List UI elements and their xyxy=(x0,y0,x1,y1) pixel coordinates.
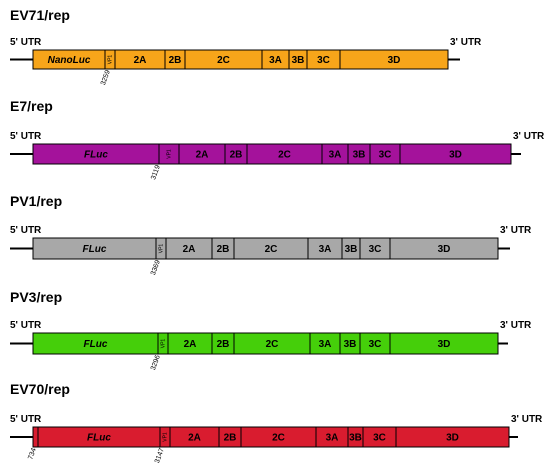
segment-blank xyxy=(32,426,39,448)
segment-label: 3C xyxy=(379,150,392,161)
segment-label-vp1: VP1 xyxy=(162,432,168,442)
segment-label-vp1: VP1 xyxy=(166,149,172,159)
segment-label: 3B xyxy=(292,55,305,66)
segment-label: 2B xyxy=(217,339,230,350)
three-prime-utr-label: 3' UTR xyxy=(450,37,482,48)
five-prime-utr-label: 5' UTR xyxy=(10,131,42,142)
segment-label: 3A xyxy=(329,150,342,161)
segment-label: 3C xyxy=(369,244,382,255)
segment-label: 3D xyxy=(446,433,459,444)
three-prime-utr-label: 3' UTR xyxy=(500,320,532,331)
position-label: 3296 xyxy=(150,354,162,371)
five-prime-utr-label: 5' UTR xyxy=(10,414,42,425)
segment-3d xyxy=(399,143,512,165)
three-prime-utr-label: 3' UTR xyxy=(511,414,543,425)
construct-title: PV1/rep xyxy=(10,193,62,209)
segment-label: 2B xyxy=(224,433,237,444)
segment-label: 3C xyxy=(369,339,382,350)
construct-title: PV3/rep xyxy=(10,289,62,305)
segment-label: 2C xyxy=(272,433,285,444)
segment-label: 2A xyxy=(188,433,201,444)
segment-label: 3C xyxy=(317,55,330,66)
reporter-label: FLuc xyxy=(84,339,108,350)
segment-label: 2B xyxy=(217,244,230,255)
reporter-label: NanoLuc xyxy=(48,55,91,66)
segment-label: 3D xyxy=(438,339,451,350)
construct-title: E7/rep xyxy=(10,98,53,114)
five-prime-utr-label: 5' UTR xyxy=(10,320,42,331)
construct-2: PV1/rep 5' UTR 3' UTR FLuc VP1 2A 2B 2C 3A 3B 3C 3D… xyxy=(10,193,532,276)
reporter-label: FLuc xyxy=(83,244,107,255)
three-prime-utr-label: 3' UTR xyxy=(500,225,532,236)
segment-label: 2B xyxy=(169,55,182,66)
reporter-label: FLuc xyxy=(84,150,108,161)
construct-4: EV70/rep 5' UTR 3' UTR FLuc VP1 2A 2B 2C 3A 3B 3C 3… xyxy=(10,381,543,464)
construct-3: PV3/rep 5' UTR 3' UTR FLuc VP1 2A 2B 2C 3A 3B 3C 3D… xyxy=(10,289,532,371)
position-label: 734 xyxy=(27,447,38,460)
segment-label-vp1: VP1 xyxy=(107,55,113,65)
segment-label: 3A xyxy=(269,55,282,66)
segment-label: 3C xyxy=(373,433,386,444)
segment-label: 2A xyxy=(196,150,209,161)
position-label: 3119 xyxy=(150,164,162,181)
segment-label-vp1: VP1 xyxy=(158,244,164,254)
five-prime-utr-label: 5' UTR xyxy=(10,225,42,236)
segment-label: 2C xyxy=(265,244,278,255)
three-prime-utr-label: 3' UTR xyxy=(513,131,545,142)
construct-title: EV70/rep xyxy=(10,381,70,397)
segment-label: 2A xyxy=(134,55,147,66)
segment-3d xyxy=(389,332,499,355)
segment-label: 3D xyxy=(388,55,401,66)
segment-label: 2C xyxy=(217,55,230,66)
five-prime-utr-label: 5' UTR xyxy=(10,37,42,48)
segment-label: 3B xyxy=(344,339,357,350)
segment-label: 2C xyxy=(266,339,279,350)
segment-label: 2C xyxy=(278,150,291,161)
construct-0: EV71/rep 5' UTR 3' UTR NanoLuc VP1 2A 2B 2C 3A 3B… xyxy=(10,7,482,86)
segment-3d xyxy=(395,426,510,448)
segment-label: 2B xyxy=(230,150,243,161)
segment-label: 3B xyxy=(349,433,362,444)
segment-label: 3D xyxy=(449,150,462,161)
segment-label: 2A xyxy=(184,339,197,350)
segment-label: 3B xyxy=(345,244,358,255)
segment-label: 3A xyxy=(319,244,332,255)
segment-label: 3A xyxy=(326,433,339,444)
segment-label: 3B xyxy=(353,150,366,161)
segment-label: 2A xyxy=(183,244,196,255)
segment-label-vp1: VP1 xyxy=(160,339,166,349)
segment-label: 3D xyxy=(438,244,451,255)
segment-3d xyxy=(339,49,449,70)
segment-label: 3A xyxy=(319,339,332,350)
position-label: 3147 xyxy=(154,447,166,464)
construct-1: E7/rep 5' UTR 3' UTR FLuc VP1 2A 2B 2C 3A 3B 3C 3D 3… xyxy=(10,98,545,181)
segment-3d xyxy=(389,237,499,260)
reporter-label: FLuc xyxy=(87,433,111,444)
position-label: 3259 xyxy=(100,69,112,86)
construct-title: EV71/rep xyxy=(10,7,70,23)
position-label: 3369 xyxy=(150,259,162,276)
